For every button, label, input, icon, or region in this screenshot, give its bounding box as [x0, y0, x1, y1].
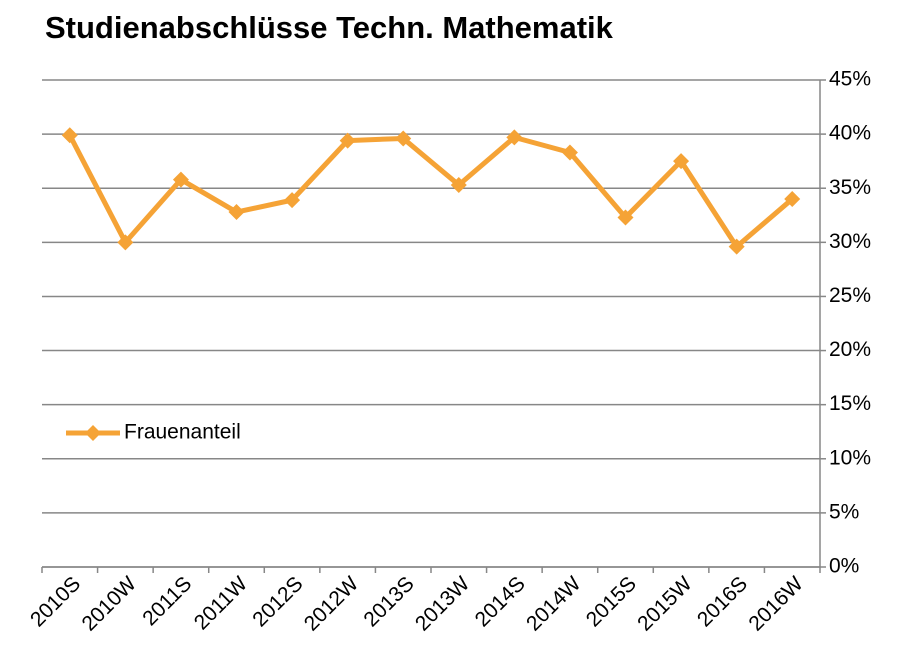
point-marker: [395, 130, 412, 147]
point-marker: [450, 176, 467, 193]
x-tick-label: 2013S: [359, 572, 418, 631]
x-tick-label: 2015W: [633, 572, 696, 635]
y-tick-label: 25%: [829, 284, 871, 307]
y-tick-label: 15%: [829, 392, 871, 415]
y-tick-label: 0%: [829, 555, 859, 578]
point-marker: [561, 144, 578, 161]
y-tick-label: 45%: [829, 68, 871, 91]
point-marker: [617, 209, 634, 226]
x-tick-label: 2011W: [190, 572, 252, 634]
x-tick-label: 2011S: [138, 572, 196, 630]
y-tick-label: 20%: [829, 338, 871, 361]
y-tick-label: 5%: [829, 500, 859, 523]
point-marker: [284, 192, 301, 209]
x-tick-label: 2013W: [411, 572, 474, 635]
point-marker: [506, 129, 523, 146]
legend-label: Frauenanteil: [124, 421, 241, 444]
point-marker: [61, 127, 78, 144]
series-line: [67, 134, 794, 250]
x-tick-label: 2010W: [77, 572, 140, 635]
legend-marker: [85, 425, 101, 441]
x-tick-label: 2014S: [471, 572, 530, 631]
y-tick-label: 10%: [829, 446, 871, 469]
chart-title: Studienabschlüsse Techn. Mathematik: [45, 10, 614, 45]
point-marker: [339, 132, 356, 149]
point-marker: [117, 234, 134, 251]
x-tick-label: 2012W: [300, 572, 363, 635]
x-tick-label: 2010S: [26, 572, 85, 631]
y-tick-label: 30%: [829, 230, 871, 253]
x-tick-label: 2016W: [744, 572, 807, 635]
x-tick-label: 2014W: [522, 572, 585, 635]
x-tick-label: 2012S: [248, 572, 307, 631]
y-tick-label: 35%: [829, 176, 871, 199]
point-marker: [228, 204, 245, 221]
x-tick-label: 2015S: [582, 572, 641, 631]
x-tick-label: 2016S: [693, 572, 752, 631]
point-marker: [172, 171, 189, 188]
y-tick-label: 40%: [829, 122, 871, 145]
point-marker: [784, 191, 801, 208]
point-marker: [673, 153, 690, 170]
point-marker: [728, 238, 745, 255]
